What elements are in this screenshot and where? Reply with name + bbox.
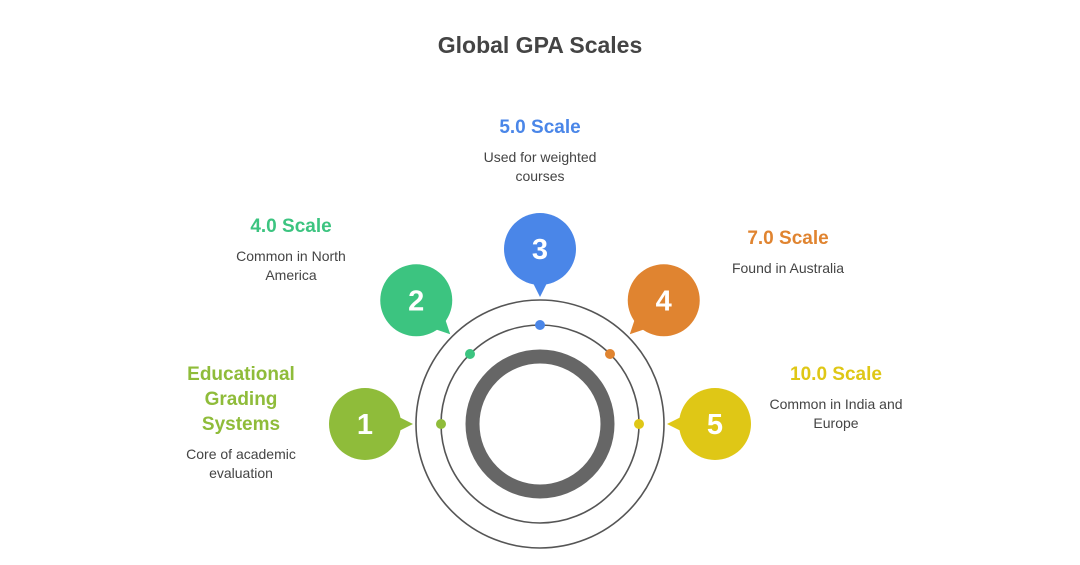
item-title: 5.0 Scale bbox=[499, 117, 581, 138]
ring-dot-3 bbox=[535, 320, 545, 330]
item-description: Found in Australia bbox=[731, 260, 845, 276]
item-title: 7.0 Scale bbox=[747, 228, 829, 249]
label-block-2: 4.0 Scale Common in North America bbox=[216, 214, 366, 285]
ring-dot-2 bbox=[464, 348, 475, 359]
bubble-number-2: 2 bbox=[408, 285, 424, 317]
inner-thick-ring bbox=[465, 349, 615, 499]
label-block-3: 5.0 Scale Used for weighted courses bbox=[465, 115, 615, 186]
label-block-4: 7.0 Scale Found in Australia bbox=[688, 226, 888, 278]
number-bubble-3 bbox=[504, 213, 576, 285]
outer-ring bbox=[415, 299, 665, 549]
label-block-1: Educational Grading Systems Core of acad… bbox=[166, 362, 316, 483]
number-bubble-5 bbox=[679, 388, 751, 460]
ring-dot-5 bbox=[634, 419, 644, 429]
ring-dot-1 bbox=[436, 419, 446, 429]
ring-dot-4 bbox=[605, 348, 616, 359]
bubble-number-1: 1 bbox=[357, 409, 373, 441]
bubble-number-4: 4 bbox=[656, 285, 672, 317]
item-description: Core of academic evaluation bbox=[186, 446, 296, 481]
bubble-number-5: 5 bbox=[707, 409, 723, 441]
item-title: 4.0 Scale bbox=[250, 216, 332, 237]
bubble-number-3: 3 bbox=[532, 234, 548, 266]
number-bubble-1 bbox=[329, 388, 401, 460]
item-title: 10.0 Scale bbox=[790, 364, 882, 385]
label-block-5: 10.0 Scale Common in India and Europe bbox=[761, 362, 911, 433]
item-description: Used for weighted courses bbox=[483, 149, 597, 184]
item-title: Educational Grading Systems bbox=[187, 364, 295, 435]
item-description: Common in India and Europe bbox=[769, 396, 903, 431]
number-bubble-4 bbox=[627, 264, 700, 337]
number-bubble-2 bbox=[380, 264, 453, 337]
item-description: Common in North America bbox=[236, 248, 346, 283]
diagram-title: Global GPA Scales bbox=[437, 32, 643, 58]
